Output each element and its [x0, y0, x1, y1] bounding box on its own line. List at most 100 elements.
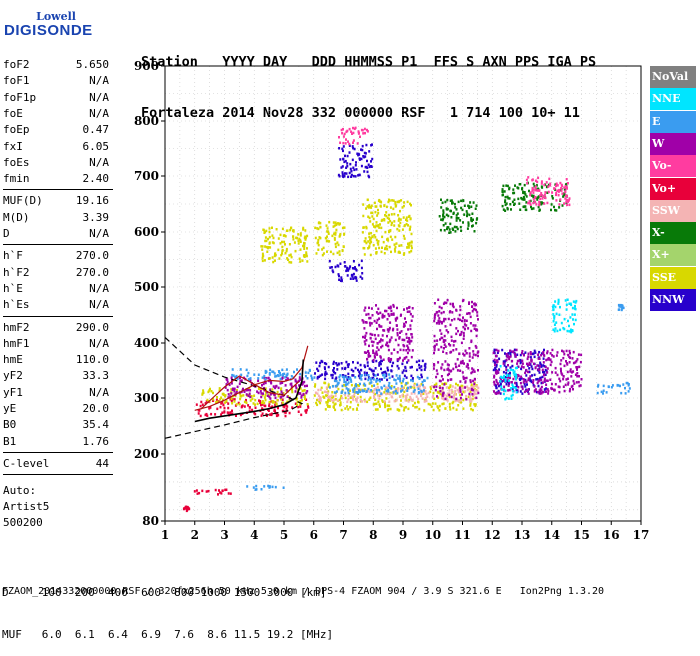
echo-point: [441, 336, 444, 340]
echo-point: [363, 155, 366, 159]
echo-point: [327, 395, 329, 399]
echo-point: [545, 181, 548, 184]
echo-point: [607, 385, 610, 388]
echo-point: [377, 334, 380, 337]
echo-point: [233, 390, 236, 393]
echo-point: [441, 218, 444, 222]
echo-point: [413, 401, 416, 405]
echo-point: [531, 374, 533, 377]
echo-point: [299, 240, 302, 243]
echo-point: [288, 254, 291, 257]
echo-point: [555, 321, 558, 324]
echo-point: [356, 361, 359, 365]
echo-point: [230, 392, 233, 395]
echo-point: [336, 399, 339, 402]
echo-point: [447, 331, 450, 334]
echo-point: [471, 310, 474, 313]
echo-point: [397, 387, 400, 390]
echo-point: [551, 191, 554, 194]
echo-point: [374, 398, 377, 401]
echo-point: [236, 385, 239, 389]
muf-frequency-row: MUF 6.0 6.1 6.4 6.9 7.6 8.6 11.5 19.2 [M…: [2, 628, 334, 641]
echo-point: [368, 246, 371, 249]
echo-point: [297, 242, 300, 245]
echo-point: [314, 385, 316, 388]
echo-point: [544, 191, 547, 194]
echo-point: [369, 354, 372, 358]
echo-point: [363, 127, 366, 131]
echo-point: [357, 374, 360, 378]
echo-point: [402, 343, 405, 347]
echo-point: [200, 400, 203, 404]
echo-point: [370, 165, 372, 168]
echo-point: [442, 310, 445, 314]
echo-point: [543, 354, 546, 357]
param-name: foE: [3, 106, 23, 120]
echo-point: [542, 357, 545, 360]
echo-point: [523, 379, 526, 383]
param-name: yF2: [3, 369, 23, 383]
echo-point: [464, 386, 467, 389]
echo-point: [212, 391, 214, 395]
echo-point: [379, 223, 381, 226]
echo-point: [462, 325, 465, 329]
echo-point: [288, 411, 291, 415]
echo-point: [461, 393, 463, 396]
x-tick-label: 12: [484, 528, 501, 542]
echo-point: [507, 389, 510, 392]
echo-point: [497, 389, 500, 393]
echo-point: [517, 359, 520, 362]
echo-point: [463, 327, 466, 331]
param-row: foEs N/A: [3, 156, 109, 172]
echo-point: [602, 392, 604, 395]
echo-point: [344, 380, 347, 384]
echo-point: [347, 398, 350, 401]
echo-point: [511, 383, 514, 386]
echo-point: [475, 346, 478, 349]
echo-point: [454, 399, 457, 403]
echo-point: [543, 371, 546, 374]
echo-point: [365, 241, 368, 245]
echo-point: [511, 200, 514, 204]
echo-point: [346, 274, 349, 277]
echo-point: [440, 198, 442, 201]
echo-point: [290, 226, 293, 229]
echo-point: [288, 243, 291, 246]
echo-point: [395, 388, 398, 391]
echo-point: [360, 157, 363, 161]
echo-point: [185, 509, 188, 513]
echo-point: [335, 228, 338, 232]
echo-point: [534, 188, 537, 192]
echo-point: [281, 376, 284, 379]
echo-point: [541, 381, 544, 384]
echo-point: [271, 485, 274, 489]
echo-point: [326, 230, 329, 233]
echo-point: [382, 329, 385, 332]
legend-item: W: [650, 132, 696, 155]
echo-point: [508, 197, 511, 200]
echo-point: [347, 408, 350, 411]
echo-point: [529, 191, 532, 194]
echo-point: [372, 403, 375, 406]
echo-point: [367, 206, 370, 209]
echo-point: [342, 135, 345, 138]
echo-point: [539, 364, 541, 368]
echo-point: [378, 390, 381, 393]
echo-point: [386, 341, 389, 344]
echo-point: [579, 384, 582, 387]
echo-point: [355, 384, 358, 388]
echo-point: [402, 234, 405, 238]
echo-point: [565, 178, 568, 181]
echo-point: [274, 401, 277, 404]
echo-point: [554, 366, 557, 370]
echo-point: [281, 245, 284, 249]
echo-point: [600, 390, 603, 394]
echo-point: [357, 391, 360, 394]
echo-point: [477, 391, 480, 395]
echo-point: [398, 199, 401, 203]
echo-point: [275, 414, 278, 418]
echo-point: [573, 322, 575, 326]
x-tick-label: 4: [250, 528, 258, 542]
echo-point: [471, 367, 474, 370]
echo-point: [421, 383, 424, 387]
